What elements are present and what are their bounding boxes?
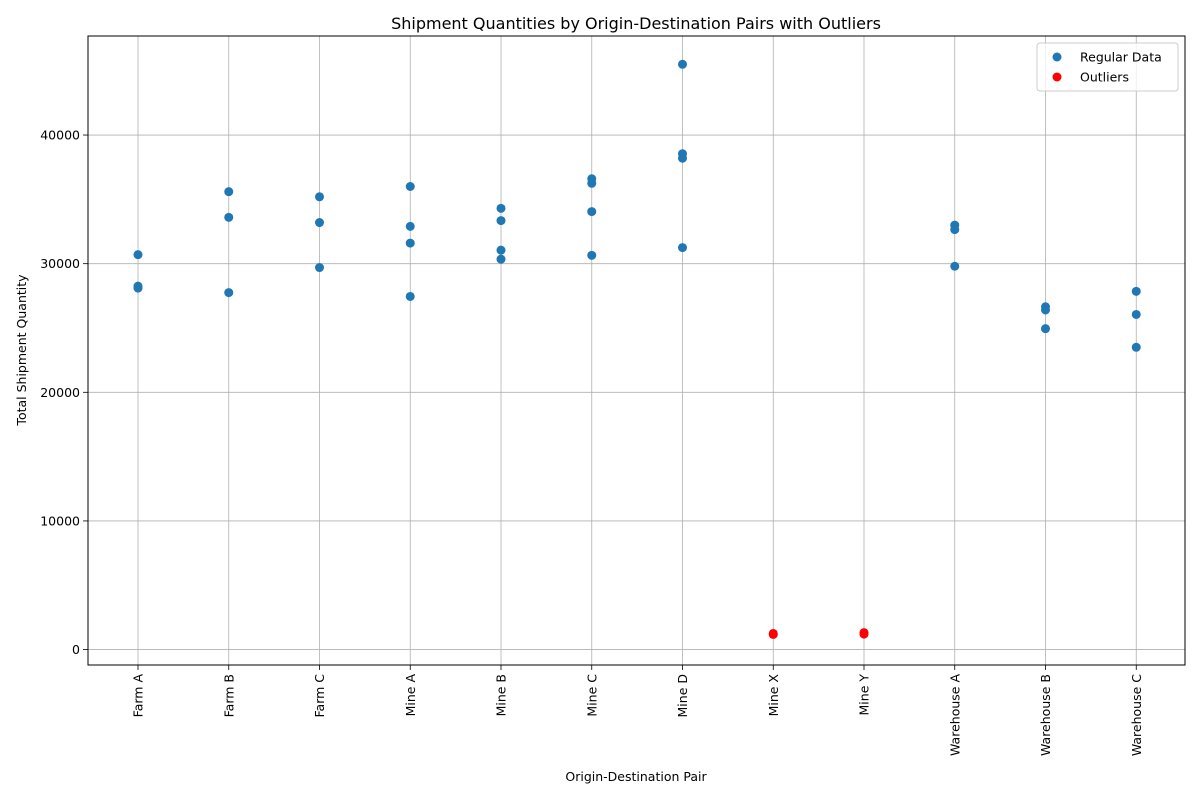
x-tick-label: Mine D	[675, 674, 690, 717]
y-axis: 0 10000 20000 30000 40000	[40, 128, 88, 657]
regular-data-point	[1041, 324, 1050, 334]
legend-label: Regular Data	[1080, 50, 1162, 65]
regular-data-point	[315, 218, 324, 228]
regular-data-point	[950, 261, 960, 271]
y-tick-label: 10000	[40, 513, 80, 528]
legend-marker	[1052, 52, 1062, 62]
grid	[88, 36, 1185, 665]
regular-data-point	[405, 221, 415, 231]
chart-title: Shipment Quantities by Origin-Destinatio…	[391, 14, 881, 33]
x-tick-label: Mine Y	[857, 674, 872, 716]
x-axis: Farm A Farm B Farm C Mine A Mine B Mine C Mine…	[131, 665, 1144, 756]
regular-data-point	[405, 291, 415, 301]
outlier-point	[859, 629, 869, 639]
x-tick-label: Farm A	[131, 674, 146, 718]
regular-data-point	[678, 153, 687, 163]
regular-data-point	[496, 254, 506, 264]
regular-data-point	[587, 178, 597, 188]
legend-label: Outliers	[1080, 70, 1129, 85]
regular-data-point	[678, 59, 687, 69]
y-axis-label: Total Shipment Quantity	[14, 274, 29, 427]
y-tick-label: 20000	[40, 385, 80, 400]
x-tick-label: Warehouse B	[1038, 674, 1053, 756]
x-tick-label: Mine A	[403, 674, 418, 717]
regular-data-point	[224, 212, 234, 222]
regular-data-point	[587, 250, 597, 260]
regular-data-point	[496, 245, 506, 255]
x-tick-label: Warehouse C	[1129, 674, 1144, 756]
x-tick-label: Warehouse A	[947, 674, 962, 756]
x-tick-label: Mine B	[494, 674, 509, 716]
y-tick-label: 40000	[40, 128, 80, 143]
regular-data-point	[950, 225, 960, 235]
regular-data-point	[496, 203, 506, 213]
y-tick-label: 0	[72, 642, 80, 657]
regular-data-point	[1131, 309, 1141, 319]
regular-data-point	[587, 207, 597, 217]
legend: Regular Data Outliers	[1036, 42, 1179, 92]
y-tick-label: 30000	[40, 256, 80, 271]
regular-data-point	[315, 263, 324, 273]
regular-data-point	[678, 243, 687, 253]
x-tick-label: Farm C	[312, 674, 327, 718]
data-points	[133, 59, 1141, 639]
x-tick-label: Mine C	[584, 674, 599, 717]
x-tick-label: Mine X	[766, 674, 781, 717]
regular-data-point	[224, 288, 234, 298]
regular-data-point	[133, 250, 143, 260]
regular-data-point	[1041, 305, 1050, 315]
x-tick-label: Farm B	[221, 674, 236, 717]
x-axis-label: Origin-Destination Pair	[565, 769, 707, 784]
outlier-point	[768, 629, 778, 639]
regular-data-point	[405, 181, 415, 191]
regular-data-point	[133, 283, 143, 293]
regular-data-point	[1131, 342, 1141, 352]
regular-data-point	[315, 192, 324, 202]
regular-data-point	[405, 238, 415, 248]
regular-data-point	[224, 187, 234, 197]
legend-box	[1036, 42, 1179, 92]
regular-data-point	[1131, 286, 1141, 296]
legend-marker	[1052, 72, 1062, 82]
regular-data-point	[496, 216, 506, 226]
plot-area	[87, 35, 1186, 666]
